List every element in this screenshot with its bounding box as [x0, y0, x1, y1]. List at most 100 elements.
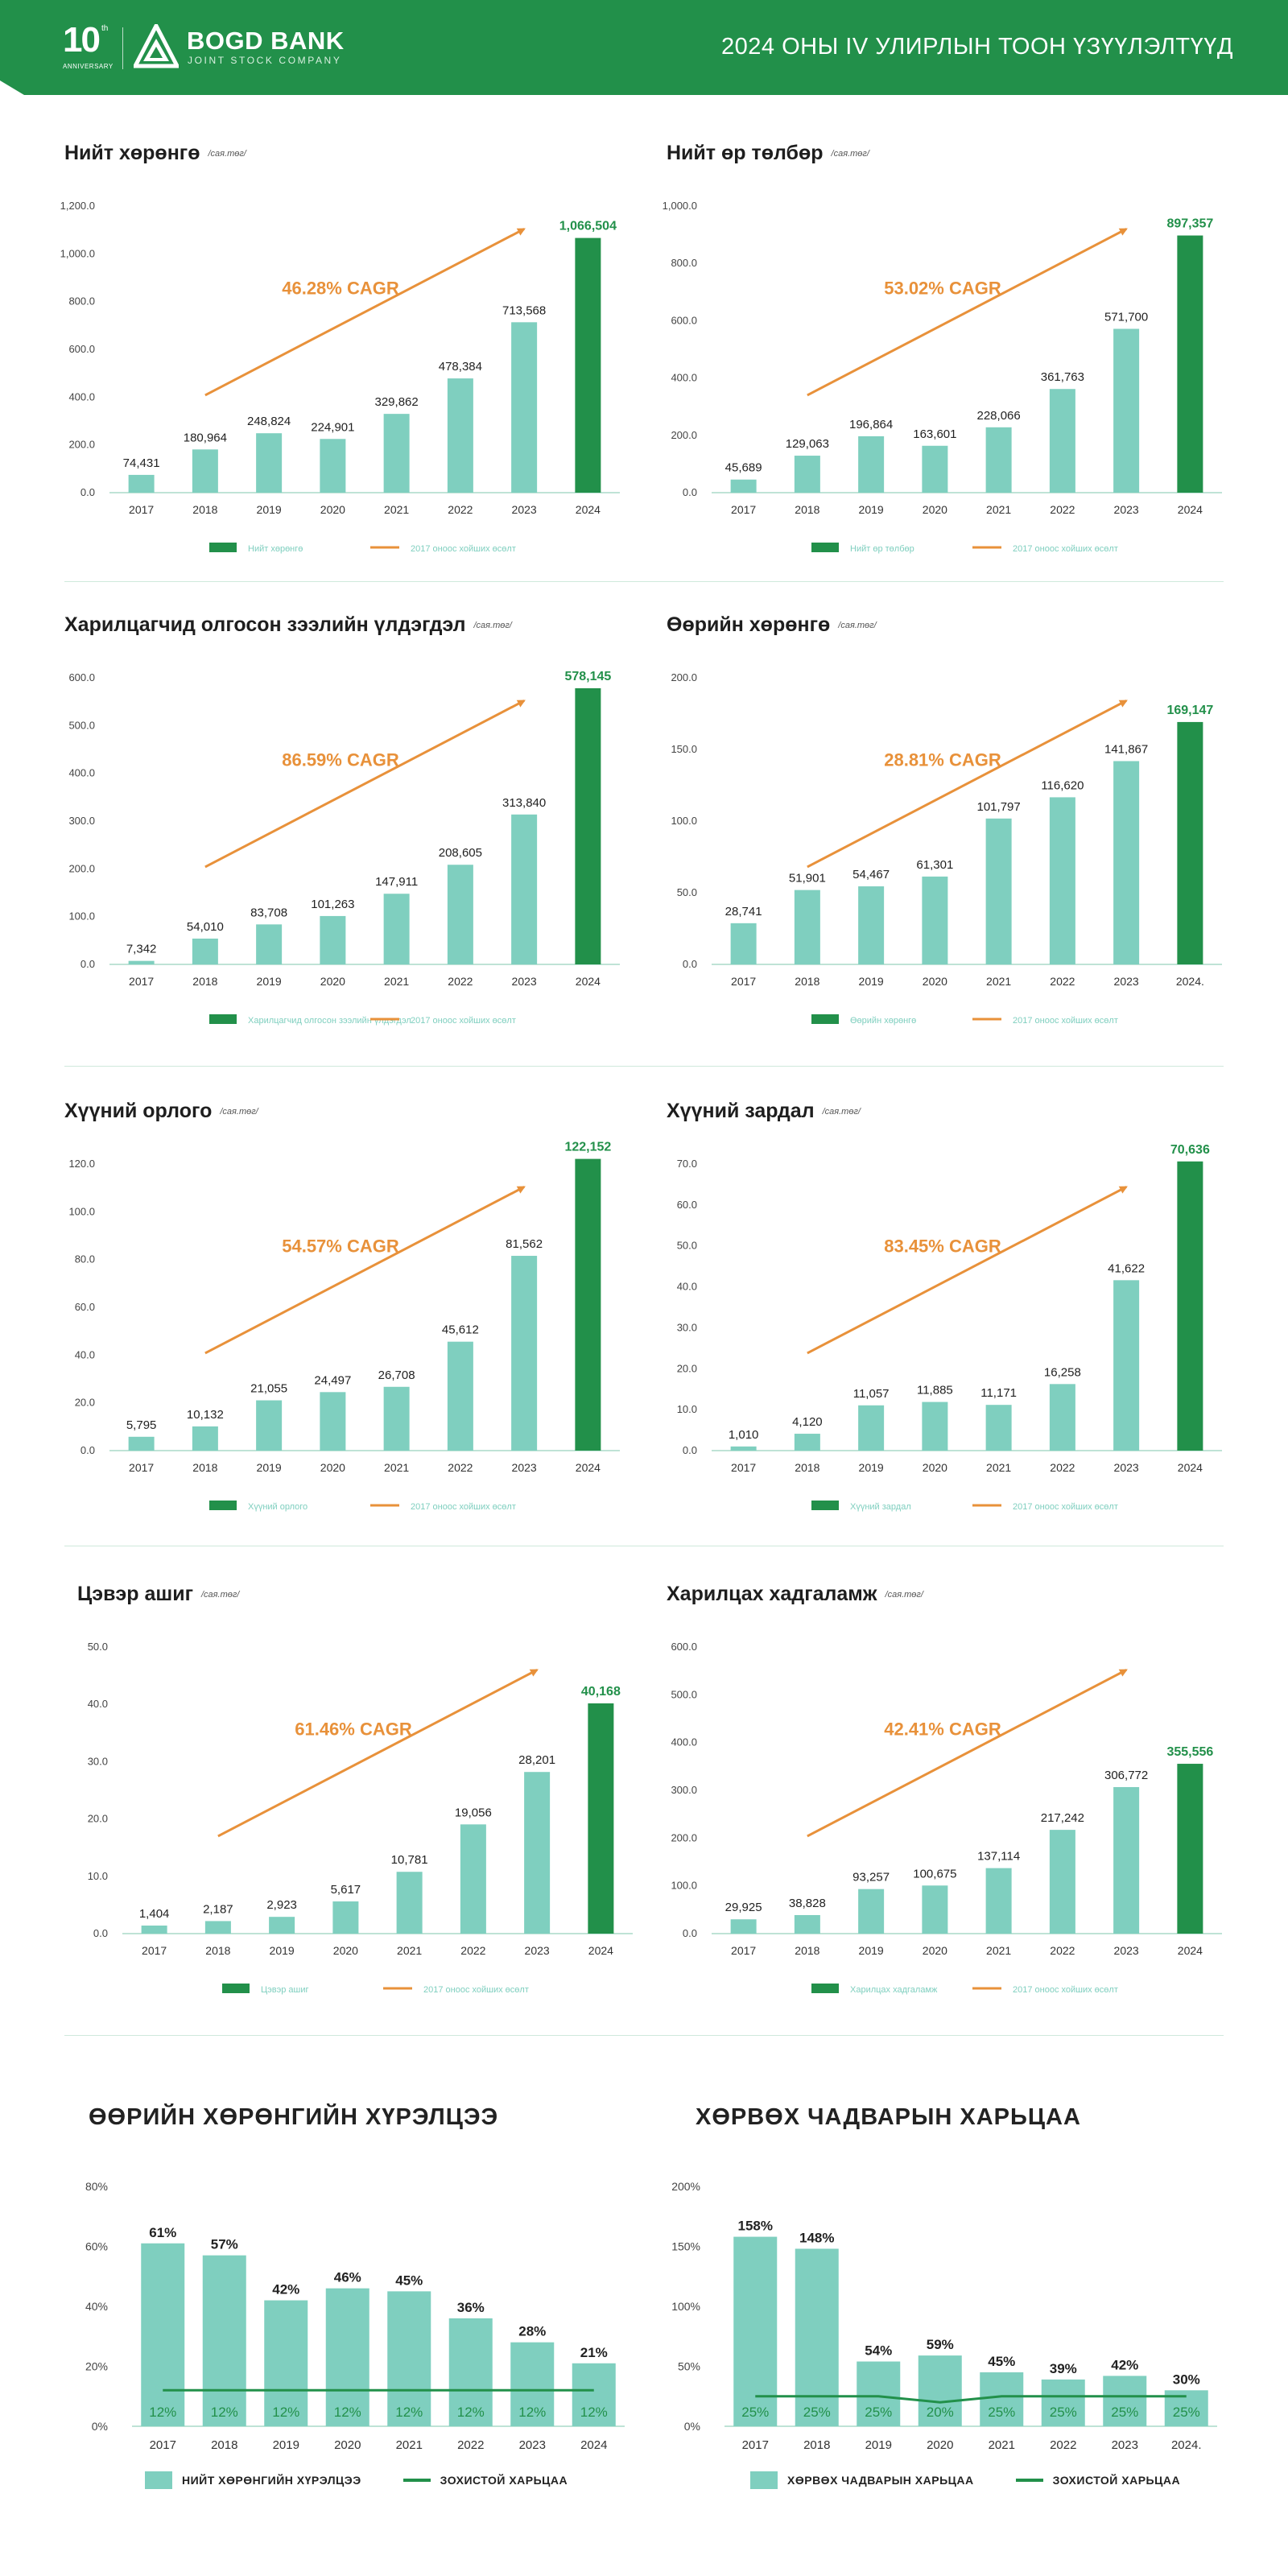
bar-value-label: 11,171: [980, 1386, 1017, 1400]
legend-bar-label: ХӨРВӨХ ЧАДВАРЫН ХАРЬЦАА: [787, 2474, 974, 2487]
y-tick-label: 100.0: [671, 1880, 697, 1892]
x-tick-label: 2020: [923, 1461, 947, 1474]
y-tick-label: 20.0: [75, 1397, 95, 1409]
panel-equity: Өөрийн хөрөнгө/сая.төг/ 0.0 50.0 100.0 150.…: [667, 613, 1230, 1048]
x-tick-label: 2024: [1178, 503, 1203, 516]
bar: [858, 886, 885, 964]
x-tick-label: 2018: [211, 2438, 237, 2452]
y-tick-label: 500.0: [671, 1688, 697, 1700]
bar-value-label: 2,923: [266, 1898, 297, 1912]
bar-value-label: 45%: [988, 2354, 1015, 2369]
norm-value-label: 25%: [1173, 2405, 1200, 2420]
bar: [588, 1703, 614, 1934]
x-tick-label: 2019: [273, 2438, 299, 2452]
x-tick-label: 2023: [519, 2438, 546, 2452]
y-tick-label: 0.0: [80, 1444, 95, 1456]
bar: [524, 1772, 551, 1934]
y-tick-label: 40.0: [677, 1281, 697, 1293]
y-tick-label: 100%: [671, 2300, 700, 2313]
y-tick-label: 800.0: [68, 295, 95, 308]
norm-value-label: 25%: [988, 2405, 1015, 2420]
bar-value-label: 1,404: [139, 1907, 170, 1921]
x-tick-label: 2024: [576, 503, 601, 516]
y-tick-label: 150.0: [671, 743, 697, 755]
bar: [387, 2291, 431, 2426]
x-tick-label: 2019: [257, 1461, 282, 1474]
x-tick-label: 2017: [742, 2438, 769, 2452]
bar-value-label: 46%: [334, 2270, 361, 2285]
y-tick-label: 60.0: [75, 1301, 95, 1313]
y-tick-label: 400.0: [68, 767, 95, 779]
bar: [730, 1446, 757, 1451]
norm-value-label: 12%: [518, 2405, 546, 2420]
panel-title: Хүүний зардал: [667, 1100, 815, 1122]
y-tick-label: 0%: [684, 2420, 700, 2433]
x-tick-label: 2021: [986, 1944, 1011, 1957]
capital-adequacy-title: ӨӨРИЙН ХӨРӨНГИЙН ХҮРЭЛЦЭЭ: [89, 2104, 499, 2130]
bar-value-label: 41,622: [1108, 1261, 1145, 1275]
bar: [511, 322, 538, 493]
bar: [794, 456, 820, 493]
legend-line-label: ЗОХИСТОЙ ХАРЬЦАА: [1052, 2474, 1181, 2487]
bar: [1113, 761, 1140, 964]
bar-value-label: 163,601: [913, 427, 956, 441]
norm-value-label: 12%: [272, 2405, 299, 2420]
y-tick-label: 30.0: [677, 1321, 697, 1333]
legend-bar-swatch: [750, 2471, 778, 2489]
bar-value-label: 180,964: [184, 431, 227, 444]
y-tick-label: 100.0: [68, 1205, 95, 1217]
y-tick-label: 200.0: [68, 862, 95, 874]
bar: [1049, 389, 1075, 493]
cagr-label: 42.41% CAGR: [884, 1719, 1001, 1740]
legend-line-label: 2017 оноос хойших өсөлт: [411, 1502, 516, 1512]
bar: [202, 2255, 246, 2426]
x-tick-label: 2022: [1050, 975, 1075, 988]
y-tick-label: 60%: [85, 2240, 108, 2253]
bar: [141, 2243, 185, 2426]
legend-line-label: 2017 оноос хойших өсөлт: [411, 544, 516, 554]
bar-value-label: 59%: [927, 2337, 954, 2352]
bar: [1049, 797, 1075, 964]
bar: [320, 915, 346, 964]
y-tick-label: 70.0: [677, 1158, 697, 1170]
bar-value-label: 129,063: [786, 437, 829, 451]
net-profit-chart: 0.0 10.0 20.0 30.0 40.0 50.0 1,404 2017 2,187 201…: [88, 1641, 633, 1995]
bar: [858, 1405, 885, 1451]
bar: [1103, 2376, 1147, 2426]
legend-bar-label: Нийт өр төлбөр: [850, 544, 914, 554]
x-tick-label: 2017: [129, 503, 154, 516]
equity-chart: 0.0 50.0 100.0 150.0 200.0 28,741 2017 51,901 20…: [671, 671, 1222, 1026]
panel-unit: /сая.төг/: [838, 621, 877, 631]
bar-value-label: 54%: [865, 2343, 892, 2359]
bar-value-label: 36%: [457, 2300, 485, 2315]
bar: [1177, 721, 1203, 964]
bar: [795, 2248, 839, 2426]
norm-line: [755, 2395, 1187, 2404]
x-tick-label: 2024: [588, 1944, 613, 1957]
x-tick-label: 2021: [989, 2438, 1015, 2452]
bar: [794, 1914, 820, 1934]
x-tick-label: 2024: [580, 2438, 607, 2452]
panel-net-profit: Цэвэр ашиг/сая.төг/ 0.0 10.0 20.0 30.0 40.0 5…: [77, 1583, 641, 2017]
norm-value-label: 12%: [211, 2405, 238, 2420]
x-tick-label: 2022: [448, 503, 473, 516]
bar: [1113, 328, 1140, 493]
bar-value-label: 54,467: [852, 868, 890, 881]
bar-value-label: 24,497: [314, 1373, 351, 1387]
x-tick-label: 2024: [1178, 1461, 1203, 1474]
bar-value-label: 100,675: [913, 1867, 956, 1880]
brand-subtitle: JOINT STOCK COMPANY: [188, 55, 342, 66]
legend-bar-swatch: [145, 2471, 172, 2489]
bar: [1113, 1280, 1140, 1451]
x-tick-label: 2017: [731, 1944, 756, 1957]
bar-value-label: 83,708: [250, 906, 287, 919]
x-tick-label: 2022: [448, 1461, 473, 1474]
bar: [1049, 1384, 1075, 1451]
bar-value-label: 39%: [1050, 2361, 1077, 2376]
x-tick-label: 2021: [396, 2438, 423, 2452]
bar-value-label: 101,797: [977, 800, 1021, 814]
bar-value-label: 147,911: [375, 875, 418, 889]
legend-line-label: 2017 оноос хойших өсөлт: [1013, 1502, 1118, 1512]
bar: [794, 890, 820, 964]
bar-value-label: 158%: [738, 2219, 773, 2234]
